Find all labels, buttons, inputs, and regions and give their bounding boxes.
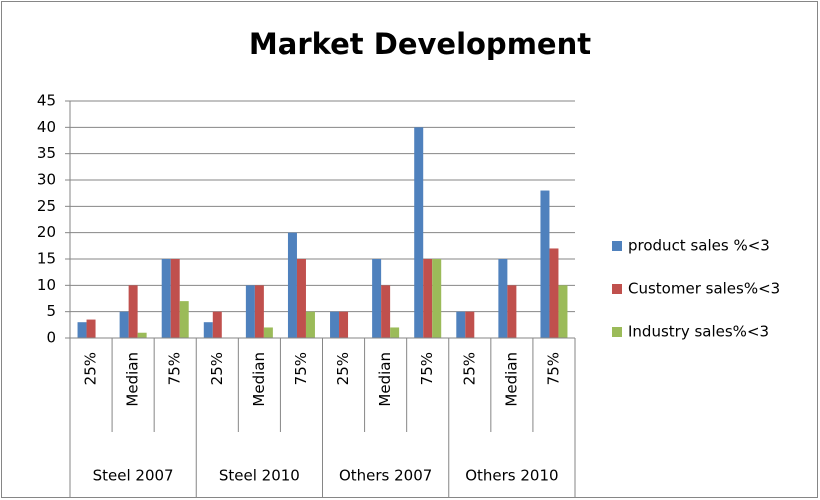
bar [203,322,213,338]
bar [245,285,255,338]
bar [128,285,138,338]
y-tick-label: 30 [37,171,56,189]
legend-label: Customer sales%<3 [628,280,780,298]
legend-swatch [612,284,622,294]
bar [296,259,306,338]
y-tick-label: 25 [37,197,56,215]
chart-title: Market Development [249,27,591,61]
bar [558,285,568,338]
bar [540,190,550,338]
bar [119,311,129,338]
bar [77,322,87,338]
y-tick-label: 40 [37,118,56,136]
legend-swatch [612,241,622,251]
x-tick-label: 25% [460,352,478,385]
y-tick-label: 10 [37,276,56,294]
bar [432,259,442,338]
x-tick-label: 75% [166,352,184,385]
y-tick-label: 5 [46,302,56,320]
bar [381,285,391,338]
y-tick-label: 35 [37,144,56,162]
bar [263,327,273,338]
bar [549,248,559,338]
bar [170,259,180,338]
group-label: Steel 2007 [93,467,174,485]
x-tick-label: Median [502,352,520,407]
x-tick-label: 75% [418,352,436,385]
bar [390,327,400,338]
x-tick-label: Median [376,352,394,407]
y-tick-label: 20 [37,223,56,241]
bar [161,259,171,338]
legend-label: product sales %<3 [628,237,770,255]
group-label: Steel 2010 [219,467,300,485]
bar [498,259,508,338]
legend-label: Industry sales%<3 [628,323,769,341]
bar [254,285,264,338]
bar [372,259,382,338]
bar [137,332,147,338]
bar [179,301,189,338]
group-label: Others 2007 [339,467,432,485]
bar [423,259,433,338]
bar [86,319,96,338]
bar [465,311,475,338]
group-label: Others 2010 [465,467,558,485]
x-tick-label: 25% [208,352,226,385]
bar [305,311,315,338]
x-tick-label: Median [250,352,268,407]
bar [456,311,466,338]
x-tick-label: 75% [544,352,562,385]
y-tick-label: 0 [46,329,56,347]
bar [414,127,424,338]
y-tick-label: 45 [37,92,56,110]
bar [507,285,517,338]
x-tick-label: 25% [82,352,100,385]
y-tick-label: 15 [37,250,56,268]
legend-swatch [612,327,622,337]
x-tick-label: 25% [334,352,352,385]
bar [330,311,340,338]
bar [287,232,297,338]
x-tick-label: 75% [292,352,310,385]
x-tick-label: Median [124,352,142,407]
bar [212,311,222,338]
bar [339,311,349,338]
